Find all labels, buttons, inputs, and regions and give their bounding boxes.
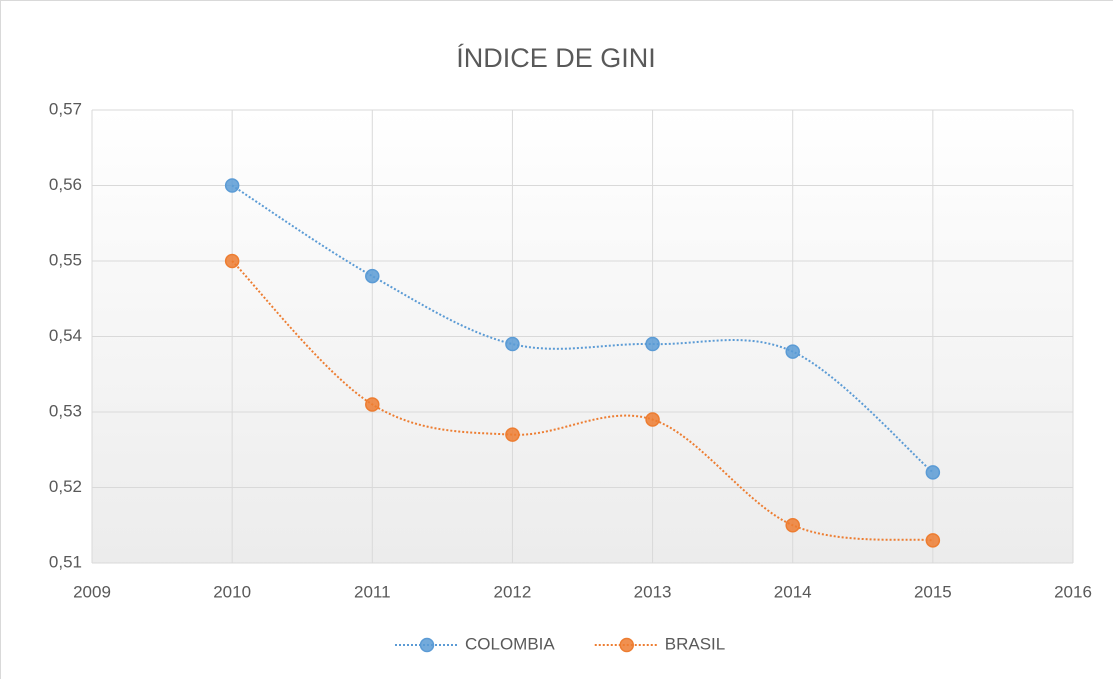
point [505,336,520,352]
x-tick-label: 2010 [213,582,251,601]
point [224,253,240,269]
chart-title: ÍNDICE DE GINI [456,43,656,73]
legend-label: BRASIL [665,634,725,653]
y-tick-label: 0,53 [49,401,82,420]
point [645,412,660,427]
x-tick-label: 2016 [1054,582,1092,601]
point [505,427,520,442]
x-tick-label: 2012 [494,582,532,601]
point [925,533,941,548]
legend-label: COLOMBIA [465,634,555,653]
x-tick-label: 2015 [914,582,952,601]
point [224,178,240,193]
y-tick-label: 0,56 [49,175,82,194]
x-tick-label: 2013 [634,582,672,601]
point [925,465,941,480]
point [365,397,380,412]
point [785,518,800,533]
legend-marker [419,637,435,653]
series-line [231,260,933,542]
point [645,336,660,352]
point [785,344,800,359]
y-tick-label: 0,52 [49,477,82,496]
y-tick-label: 0,51 [49,552,82,571]
x-tick-label: 2011 [354,582,391,601]
series-line [231,184,934,474]
point [365,268,380,284]
y-tick-label: 0,54 [49,326,82,345]
y-tick-label: 0,57 [49,99,82,118]
x-tick-label: 2009 [73,582,111,601]
y-tick-label: 0,55 [49,250,82,269]
legend-marker [619,637,634,653]
x-tick-label: 2014 [774,582,812,601]
